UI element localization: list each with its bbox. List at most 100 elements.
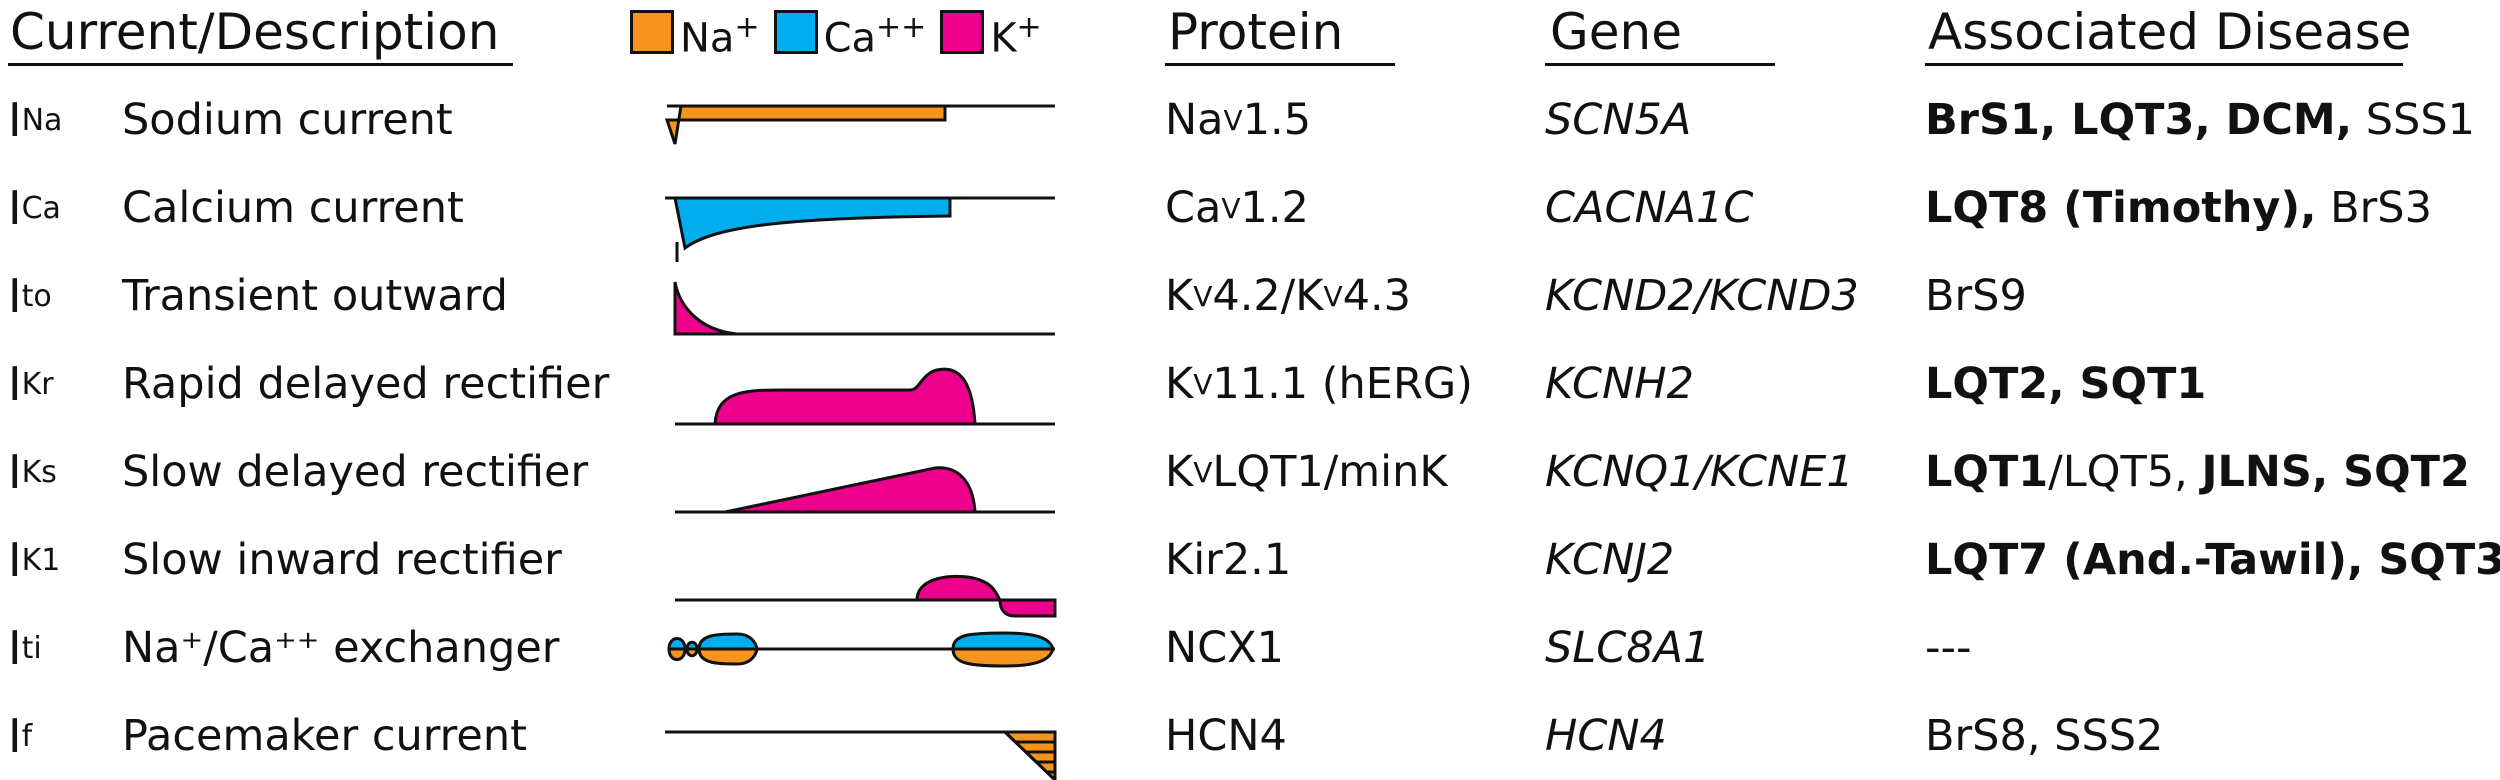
protein-text: 4.2/K (1212, 271, 1324, 321)
header-current: Current/Description (10, 3, 500, 61)
table-row: I Na Sodium current Na V 1.5 SCN5A BrS1, LQT3, … (0, 76, 2500, 164)
gene-name: SLC8A1 (1545, 623, 1711, 673)
current-description: Slow delayed rectifier (122, 447, 589, 497)
exchanger-na-bottom-3 (697, 647, 759, 666)
exchanger-ca-top-3 (697, 632, 759, 651)
legend-swatch (773, 10, 818, 55)
gene-name: SCN5A (1545, 95, 1692, 145)
rapid-rectifier-shape (713, 367, 977, 426)
current-symbol-letter: I (8, 445, 22, 499)
current-symbol-subscript: Ks (21, 454, 57, 490)
protein-name: Ca V 1.2 (1165, 164, 1309, 252)
gene-name: CACNA1C (1545, 183, 1754, 233)
header-protein-underline (1165, 63, 1395, 66)
protein-name: K V LQT1/minK (1165, 428, 1448, 516)
associated-disease: LQT7 (And.-Tawil), SQT3 (1925, 516, 2500, 604)
current-symbol: I Kr (8, 340, 54, 428)
current-description: Sodium current (122, 95, 453, 145)
disease-bold: BrS1, LQT3, DCM, (1925, 95, 2353, 145)
gene-name: KCNH2 (1545, 359, 1694, 409)
legend-charge: + (734, 10, 760, 46)
disease-bold: JLNS, SQT2 (2201, 447, 2470, 497)
disease-text: BrS8, SSS2 (1925, 711, 2164, 761)
current-symbol-subscript: Na (21, 102, 63, 138)
current-symbol-subscript: K1 (21, 542, 61, 578)
protein-name: NCX1 (1165, 604, 1284, 692)
legend-label: K+ (990, 10, 1042, 62)
gene-name: KCND2/KCND3 (1545, 271, 1859, 321)
protein-text: 1.2 (1240, 183, 1309, 233)
header-gene-underline (1545, 63, 1775, 66)
protein-name: Na V 1.5 (1165, 76, 1311, 164)
associated-disease: LQT8 (Timothy), BrS3 (1925, 164, 2432, 252)
protein-subscript: V (1193, 367, 1213, 401)
inward-rectifier-shape (915, 574, 1003, 602)
header-disease: Associated Disease (1928, 3, 2412, 61)
calcium-current-shape (673, 196, 952, 251)
transient-current-shape (673, 281, 738, 336)
associated-disease: LQT1/LQT5, JLNS, SQT2 (1925, 428, 2470, 516)
legend-swatch (630, 10, 674, 55)
exchanger-na-bottom-4 (951, 647, 1055, 668)
current-symbol-letter: I (8, 93, 22, 147)
current-description: Pacemaker current (122, 711, 527, 761)
table-row: I Kr Rapid delayed rectifier K V 11.1 (hERG) K… (0, 340, 2500, 428)
inward-rectifier-tail (998, 598, 1057, 618)
header-disease-underline (1925, 63, 2403, 66)
protein-text: K (1165, 447, 1194, 497)
exchanger-ca-top-4 (951, 631, 1055, 651)
disease-bold: LQT8 (Timothy), (1925, 183, 2317, 233)
associated-disease: LQT2, SQT1 (1925, 340, 2206, 428)
current-trace-rapid (675, 367, 1055, 426)
current-symbol-letter: I (8, 181, 22, 235)
gene-name: HCN4 (1545, 711, 1667, 761)
disease-text: --- (1925, 623, 1972, 673)
protein-subscript: V (1323, 279, 1343, 313)
legend-item-na: Na+ (630, 10, 760, 62)
gene-name: KCNJ2 (1545, 535, 1675, 585)
current-symbol-letter: I (8, 357, 22, 411)
current-description: Na⁺/Ca⁺⁺ exchanger (122, 623, 560, 673)
current-symbol-letter: I (8, 709, 22, 763)
legend-label: Ca++ (823, 10, 927, 62)
current-symbol-subscript: f (21, 718, 33, 754)
protein-text: K (1165, 271, 1194, 321)
current-symbol-subscript: to (21, 278, 52, 314)
current-description: Slow inward rectifier (122, 535, 562, 585)
legend-item-ca: Ca++ (773, 10, 927, 62)
protein-text: K (1165, 359, 1194, 409)
legend-label: Na+ (680, 10, 760, 62)
current-description: Transient outward (122, 271, 508, 321)
current-symbol: I Ca (8, 164, 61, 252)
disease-text: SSS1 (2352, 95, 2475, 145)
disease-text: BrS9 (1925, 271, 2027, 321)
header-current-underline (8, 63, 513, 66)
exchanger-na-bottom-1 (667, 647, 687, 661)
current-trace-exchanger (667, 631, 1055, 668)
current-symbol-letter: I (8, 621, 22, 675)
protein-text: 4.3 (1342, 271, 1411, 321)
table-row: I K1 Slow inward rectifier Kir2.1 KCNJ2 LQT7 … (0, 516, 2500, 618)
current-symbol-letter: I (8, 533, 22, 587)
associated-disease: BrS1, LQT3, DCM, SSS1 (1925, 76, 2475, 164)
table-row: I Ca Calcium current Ca V 1.2 CACNA1C LQT8 (Tim… (0, 164, 2500, 252)
current-symbol: I K1 (8, 516, 60, 604)
current-trace-calcium (665, 196, 1055, 251)
protein-subscript: V (1193, 279, 1213, 313)
current-symbol-letter: I (8, 269, 22, 323)
current-symbol-subscript: Kr (21, 366, 54, 402)
table-row: I Ks Slow delayed rectifier K V LQT1/minK KCNQ… (0, 428, 2500, 516)
protein-text: 11.1 (hERG) (1212, 359, 1473, 409)
protein-subscript: V (1221, 191, 1241, 225)
disease-bold: LQT7 (And.-Tawil), SQT3 (1925, 535, 2500, 585)
protein-name: K V 11.1 (hERG) (1165, 340, 1473, 428)
legend-charge: ++ (876, 10, 927, 46)
protein-subscript: V (1223, 103, 1243, 137)
protein-text: LQT1/minK (1212, 447, 1448, 497)
disease-text: BrS3 (2316, 183, 2432, 233)
exchanger-ca-top-1 (667, 637, 687, 651)
